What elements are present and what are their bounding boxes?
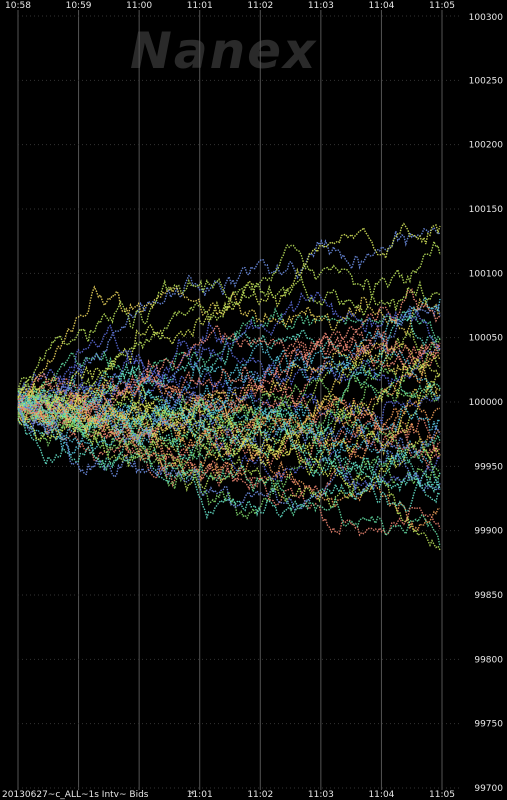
x-tick-label-bottom: 11:05 bbox=[429, 790, 455, 800]
y-tick-label: 99750 bbox=[474, 720, 503, 730]
y-axis: 100300 100250 100200 100150 100100 100050 1000… bbox=[469, 13, 504, 794]
bid-series-trace bbox=[17, 400, 441, 452]
bid-series-trace bbox=[17, 340, 441, 463]
watermark-text: Nanex bbox=[130, 22, 317, 80]
bid-series-trace bbox=[17, 222, 441, 427]
x-tick-label-top: 11:04 bbox=[368, 1, 394, 11]
x-tick-label-top: 11:02 bbox=[247, 1, 273, 11]
bid-series-trace bbox=[17, 342, 441, 428]
bid-series-trace bbox=[17, 323, 441, 423]
bid-series-trace bbox=[17, 387, 441, 551]
bid-series-trace bbox=[17, 402, 441, 537]
bid-series-trace bbox=[17, 402, 441, 476]
bid-series-trace bbox=[17, 295, 441, 458]
bid-series-trace bbox=[17, 410, 441, 513]
x-tick-label-top: 11:03 bbox=[308, 1, 334, 11]
x-tick-label-top: 11:01 bbox=[187, 1, 213, 11]
y-tick-label: 99800 bbox=[474, 655, 503, 665]
x-axis-bottom: 11:01 11:02 11:03 11:04 11:05 bbox=[187, 790, 455, 800]
y-tick-label: 100300 bbox=[469, 13, 504, 23]
y-tick-label: 100050 bbox=[469, 334, 504, 344]
bid-series-trace bbox=[17, 239, 441, 412]
bid-series-trace bbox=[17, 401, 441, 489]
bid-series-trace bbox=[17, 287, 440, 422]
footer-label: 20130627~c_ALL~1s Intv~ Bids bbox=[2, 790, 149, 800]
bid-series-trace bbox=[17, 381, 441, 459]
y-tick-label: 99950 bbox=[474, 462, 503, 472]
bid-series-trace bbox=[17, 365, 441, 504]
bid-series-trace bbox=[17, 321, 441, 413]
bid-series-trace bbox=[17, 417, 441, 520]
bid-series-trace bbox=[17, 290, 441, 413]
bid-series-trace bbox=[17, 244, 441, 390]
y-tick-label: 100100 bbox=[469, 269, 504, 279]
footer-marker: * bbox=[190, 790, 195, 800]
bid-series-trace bbox=[17, 346, 441, 454]
x-tick-label-top: 10:58 bbox=[5, 1, 31, 11]
x-tick-label-top: 11:00 bbox=[126, 1, 152, 11]
bid-series-trace bbox=[17, 357, 441, 463]
y-tick-label: 100200 bbox=[469, 141, 504, 151]
bid-series-trace bbox=[17, 397, 441, 456]
bid-series-trace bbox=[17, 390, 441, 494]
bid-series-trace bbox=[17, 386, 441, 533]
y-tick-label: 100000 bbox=[469, 398, 504, 408]
bid-series-trace bbox=[17, 394, 441, 547]
y-tick-label: 99700 bbox=[474, 784, 503, 794]
bid-series-trace bbox=[17, 391, 441, 480]
y-tick-label: 100150 bbox=[469, 205, 504, 215]
x-tick-label-top: 11:05 bbox=[429, 1, 455, 11]
x-tick-label-top: 10:59 bbox=[66, 1, 92, 11]
bid-series-trace bbox=[17, 338, 441, 469]
y-tick-label: 99900 bbox=[474, 527, 503, 537]
x-tick-label-bottom: 11:01 bbox=[187, 790, 213, 800]
y-tick-label: 99850 bbox=[474, 591, 503, 601]
y-tick-label: 100250 bbox=[469, 76, 504, 86]
x-tick-label-bottom: 11:03 bbox=[308, 790, 334, 800]
x-tick-label-bottom: 11:02 bbox=[247, 790, 273, 800]
x-axis-top: 10:58 10:59 11:00 11:01 11:02 11:03 11:04 11:05 bbox=[5, 1, 455, 11]
series-layer bbox=[17, 222, 441, 551]
x-tick-label-bottom: 11:04 bbox=[368, 790, 394, 800]
